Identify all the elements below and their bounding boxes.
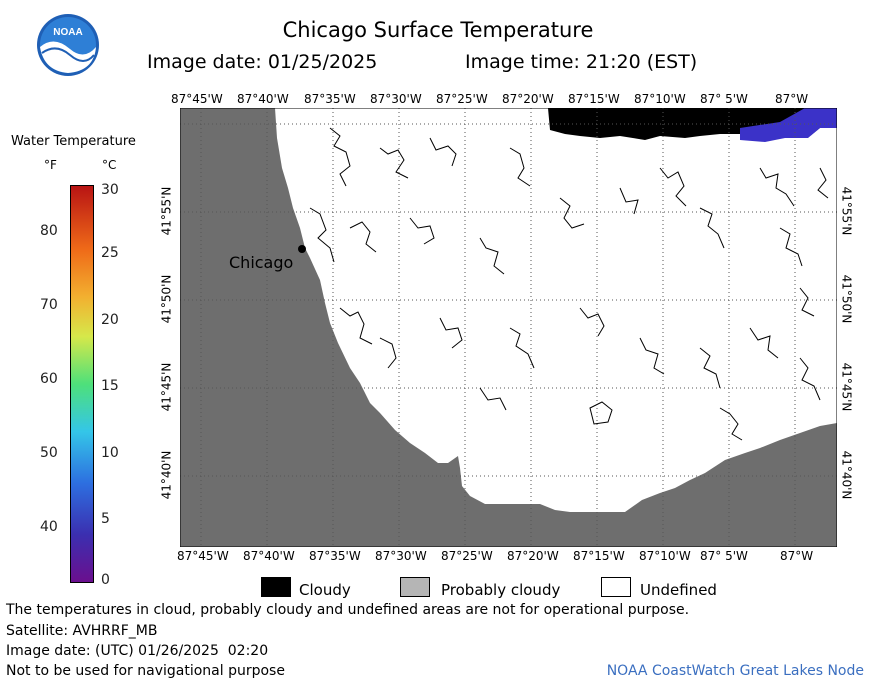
c-tick-25: 25 bbox=[101, 245, 119, 261]
lat-label-left: 41°50'N bbox=[159, 274, 174, 324]
image-date: Image date: 01/25/2025 bbox=[147, 51, 378, 73]
contour-lines bbox=[309, 127, 829, 441]
lon-label-bottom: 87°20'W bbox=[507, 549, 559, 563]
svg-text:NOAA: NOAA bbox=[53, 27, 82, 38]
colorbar-title: Water Temperature bbox=[11, 134, 136, 149]
lon-label-top: 87°20'W bbox=[502, 92, 554, 106]
lat-label-left: 41°40'N bbox=[159, 450, 174, 500]
legend-swatch-cloudy bbox=[261, 577, 291, 597]
lon-label-bottom: 87°45'W bbox=[177, 549, 229, 563]
land-area bbox=[180, 108, 837, 547]
lon-label-bottom: 87°W bbox=[780, 549, 814, 563]
f-tick-50: 50 bbox=[40, 445, 58, 461]
lat-label-left: 41°45'N bbox=[159, 362, 174, 412]
lon-label-top: 87°30'W bbox=[370, 92, 422, 106]
c-tick-20: 20 bbox=[101, 312, 119, 328]
c-tick-15: 15 bbox=[101, 378, 119, 394]
lat-label-right: 41°55'N bbox=[839, 186, 854, 236]
lon-label-top: 87° 5'W bbox=[700, 92, 748, 106]
lon-label-bottom: 87°15'W bbox=[573, 549, 625, 563]
utc-date-text: Image date: (UTC) 01/26/2025 02:20 bbox=[6, 643, 269, 659]
lat-label-right: 41°40'N bbox=[839, 450, 854, 500]
page-title: Chicago Surface Temperature bbox=[282, 18, 594, 42]
navigation-warning: Not to be used for navigational purpose bbox=[6, 663, 285, 679]
legend-label-cloudy: Cloudy bbox=[299, 581, 351, 599]
c-tick-30: 30 bbox=[101, 182, 119, 198]
lat-label-right: 41°50'N bbox=[839, 274, 854, 324]
lat-label-right: 41°45'N bbox=[839, 362, 854, 412]
c-tick-10: 10 bbox=[101, 445, 119, 461]
lon-label-top: 87°35'W bbox=[304, 92, 356, 106]
lon-label-bottom: 87°10'W bbox=[639, 549, 691, 563]
lon-label-bottom: 87°40'W bbox=[243, 549, 295, 563]
satellite-text: Satellite: AVHRRF_MB bbox=[6, 623, 158, 639]
lat-label-left: 41°55'N bbox=[159, 186, 174, 236]
lon-label-bottom: 87°30'W bbox=[375, 549, 427, 563]
lon-label-top: 87°10'W bbox=[634, 92, 686, 106]
legend-swatch-undefined bbox=[601, 577, 631, 597]
legend-label-undefined: Undefined bbox=[640, 581, 717, 599]
f-tick-80: 80 bbox=[40, 223, 58, 239]
image-time: Image time: 21:20 (EST) bbox=[465, 51, 698, 73]
f-tick-40: 40 bbox=[40, 519, 58, 535]
legend-label-probably-cloudy: Probably cloudy bbox=[441, 581, 561, 599]
c-tick-5: 5 bbox=[101, 511, 110, 527]
lon-label-top: 87°25'W bbox=[436, 92, 488, 106]
legend-swatch-probably-cloudy bbox=[400, 577, 430, 597]
temperature-map bbox=[180, 108, 837, 547]
lon-label-top: 87°W bbox=[775, 92, 809, 106]
lon-label-top: 87°40'W bbox=[237, 92, 289, 106]
lon-label-top: 87°15'W bbox=[568, 92, 620, 106]
noaa-logo: NOAA bbox=[37, 14, 99, 76]
cloud-blue-area bbox=[740, 108, 837, 142]
lon-label-bottom: 87°25'W bbox=[441, 549, 493, 563]
credit-text: NOAA CoastWatch Great Lakes Node bbox=[606, 663, 864, 679]
lon-label-bottom: 87° 5'W bbox=[700, 549, 748, 563]
unit-fahrenheit: °F bbox=[44, 158, 57, 172]
lon-label-top: 87°45'W bbox=[171, 92, 223, 106]
chicago-marker bbox=[298, 245, 306, 253]
disclaimer-text: The temperatures in cloud, probably clou… bbox=[6, 602, 690, 618]
lon-label-bottom: 87°35'W bbox=[309, 549, 361, 563]
unit-celsius: °C bbox=[102, 158, 117, 172]
c-tick-0: 0 bbox=[101, 572, 110, 588]
city-label: Chicago bbox=[229, 253, 294, 272]
colorbar bbox=[70, 185, 94, 583]
f-tick-70: 70 bbox=[40, 297, 58, 313]
f-tick-60: 60 bbox=[40, 371, 58, 387]
